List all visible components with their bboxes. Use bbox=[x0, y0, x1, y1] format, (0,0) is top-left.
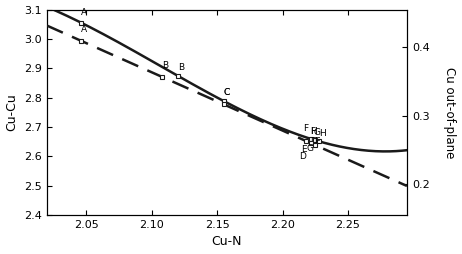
Y-axis label: Cu-Cu: Cu-Cu bbox=[6, 93, 18, 131]
Text: A: A bbox=[81, 25, 87, 34]
Text: F: F bbox=[310, 127, 315, 136]
Y-axis label: Cu out-of-plane: Cu out-of-plane bbox=[444, 67, 456, 158]
Text: F: F bbox=[304, 124, 309, 133]
Text: C: C bbox=[224, 88, 230, 98]
Text: A: A bbox=[81, 8, 87, 17]
Text: G: G bbox=[314, 128, 321, 137]
Text: D: D bbox=[299, 152, 306, 161]
Text: E: E bbox=[314, 137, 320, 146]
Text: H: H bbox=[319, 130, 326, 138]
X-axis label: Cu-N: Cu-N bbox=[212, 235, 242, 248]
Text: D: D bbox=[310, 137, 317, 146]
Text: H: H bbox=[310, 127, 317, 136]
Text: G: G bbox=[306, 144, 313, 153]
Text: B: B bbox=[178, 63, 184, 72]
Text: B: B bbox=[162, 61, 168, 70]
Text: E: E bbox=[301, 145, 306, 154]
Text: C: C bbox=[224, 88, 230, 98]
